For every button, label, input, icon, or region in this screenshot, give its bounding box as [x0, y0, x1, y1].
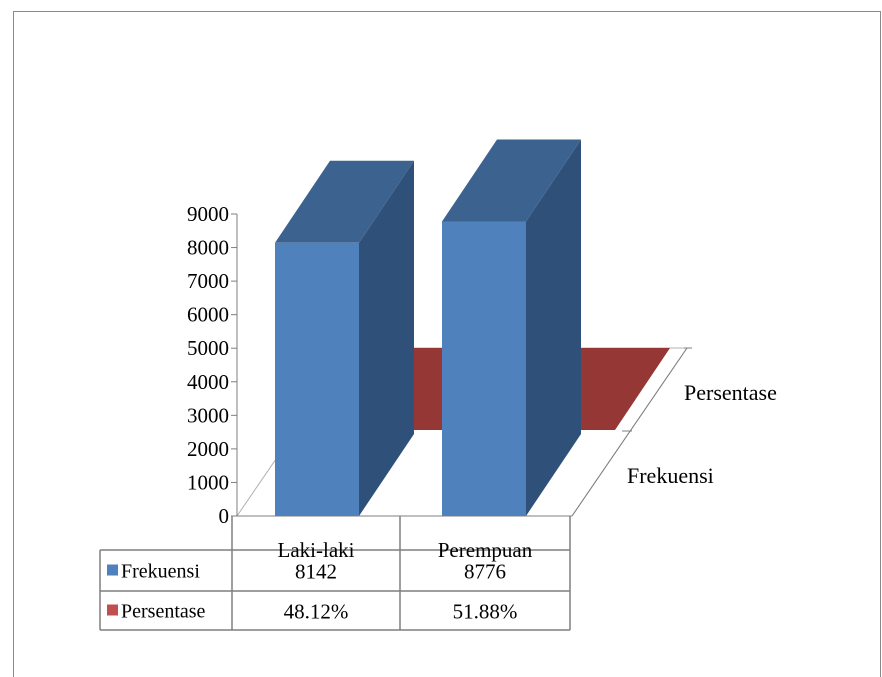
depth-axis-line: [571, 347, 688, 517]
data-table: Laki-laki Perempuan Frekuensi 8142 8776 Perse…: [99, 516, 571, 631]
table-cell-value: 51.88%: [453, 600, 518, 624]
frekuensi-bar-top: [275, 160, 414, 243]
frekuensi-bar-front: [275, 242, 359, 517]
y-tick-label: 1000: [187, 470, 229, 494]
value-axis: 0 1000 2000 3000 4000 5000 6000 7000 8000 9000: [187, 202, 572, 528]
x-category-label: Laki-laki: [278, 538, 355, 562]
x-category-label: Perempuan: [438, 538, 533, 562]
frekuensi-bar-perempuan: [442, 139, 581, 516]
y-tick-label: 3000: [187, 403, 229, 427]
legend-key-persentase: [107, 604, 118, 616]
legend-label-persentase: Persentase: [121, 601, 206, 623]
y-tick-label: 0: [219, 504, 230, 528]
depth-axis: Frekuensi Persentase: [622, 347, 777, 488]
frekuensi-bar-top: [442, 139, 581, 222]
table-cell-value: 48.12%: [284, 600, 349, 624]
table-cell-value: 8142: [295, 560, 337, 584]
y-tick-label: 4000: [187, 370, 229, 394]
front-series-bars: [275, 139, 581, 517]
depth-label-persentase: Persentase: [684, 380, 777, 405]
legend-label-frekuensi: Frekuensi: [121, 561, 200, 583]
legend-key-frekuensi: [107, 564, 118, 576]
y-tick-label: 9000: [187, 202, 229, 226]
frekuensi-bar-front: [442, 221, 526, 516]
frekuensi-bar-laki-laki: [275, 160, 414, 517]
depth-label-frekuensi: Frekuensi: [627, 463, 714, 488]
y-tick-label: 7000: [187, 269, 229, 293]
table-cell-value: 8776: [464, 560, 506, 584]
y-tick-label: 6000: [187, 303, 229, 327]
y-tick-label: 8000: [187, 236, 229, 260]
y-tick-label: 5000: [187, 336, 229, 360]
chart-frame: [13, 11, 881, 677]
frekuensi-bar-side: [359, 160, 414, 517]
frekuensi-bar-side: [526, 139, 581, 516]
y-tick-label: 2000: [187, 437, 229, 461]
